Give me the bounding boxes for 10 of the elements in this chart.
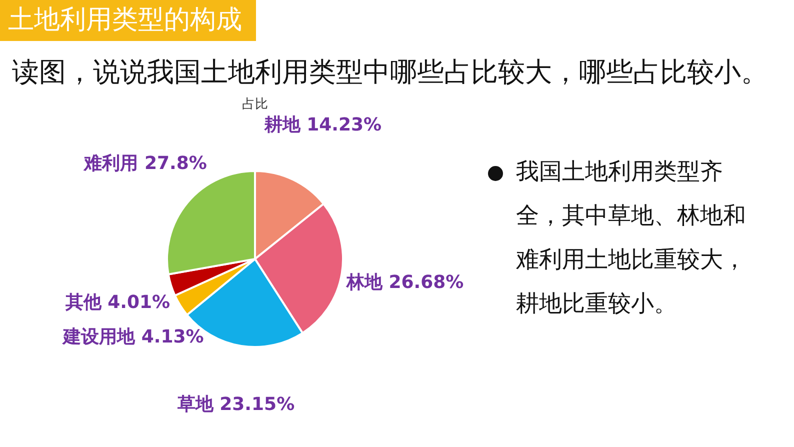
text: 我国土地利用类型齐全，其中草地、林地和难利用土地比重较大，耕地比重较小。 [488, 150, 766, 326]
text: 土地利用类型的构成 [0, 0, 256, 41]
slice-label: 林地 26.68% [345, 272, 464, 293]
slice-label: 建设用地 4.13% [61, 326, 204, 348]
slice-label: 耕地 14.23% [263, 114, 382, 136]
slice-label: 草地 23.15% [176, 394, 295, 416]
slice-label: 难利用 27.8% [83, 152, 207, 174]
chart-title: 占比 [242, 97, 268, 112]
slice-label: 其他 4.01% [64, 292, 170, 314]
text: 读图，说说我国土地利用类型中哪些占比较大，哪些占比较小。 [12, 56, 768, 90]
